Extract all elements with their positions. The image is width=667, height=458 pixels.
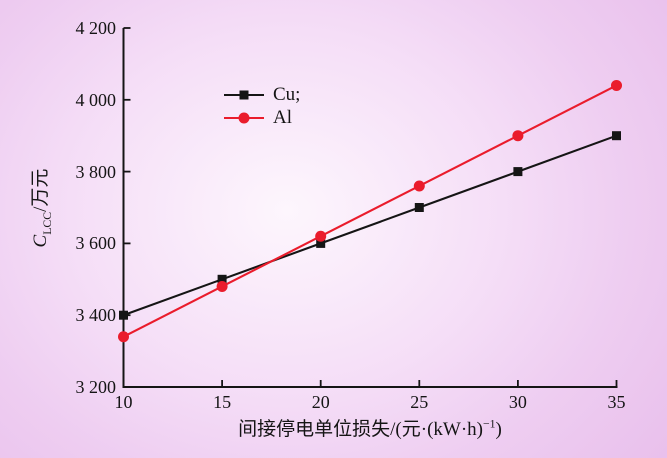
al-line-circle-marker-icon: [224, 112, 264, 123]
cu-data-point: [414, 203, 424, 212]
legend: Cu; Al: [224, 83, 300, 129]
cu-line-square-marker-icon: [224, 90, 264, 99]
x-axis-title-text: 间接停电单位损失/(元·(kW·h): [238, 419, 483, 440]
y-tick-label: 4 000: [75, 89, 117, 110]
x-tick-label: 15: [213, 392, 232, 412]
al-series-line: [123, 84, 617, 338]
x-tick-label: 30: [508, 392, 527, 412]
y-axis-variable: C: [30, 234, 51, 248]
cu-series-line: [123, 134, 617, 317]
legend-label-al: Al: [273, 107, 292, 128]
al-data-point: [118, 331, 129, 343]
cu-data-point: [217, 274, 227, 284]
al-data-point: [216, 280, 228, 292]
x-tick-label: 25: [410, 392, 429, 412]
x-tick-label: 20: [311, 392, 330, 412]
y-axis-unit: /万元: [30, 168, 51, 212]
y-tick-label: 3 200: [75, 377, 117, 397]
legend-item-al: Al: [224, 106, 300, 129]
cu-data-point: [119, 310, 128, 320]
al-data-point: [611, 79, 622, 91]
y-axis-subscript: LCC: [40, 211, 54, 235]
al-data-point: [315, 230, 327, 242]
legend-item-cu: Cu;: [224, 83, 300, 106]
al-data-point: [512, 130, 524, 142]
x-axis-title-superscript: −1: [483, 417, 496, 431]
y-tick-label: 4 200: [75, 18, 117, 38]
y-tick-label: 3 600: [75, 233, 117, 254]
x-axis-title-close-paren: ): [495, 419, 502, 440]
y-axis-title: CLCC/万元: [25, 108, 54, 308]
y-tick-label: 3 800: [75, 161, 117, 182]
y-tick-label: 3 400: [75, 305, 117, 326]
legend-label-cu: Cu;: [273, 84, 301, 105]
x-tick-label: 10: [114, 392, 133, 412]
x-tick-label: 35: [607, 392, 626, 412]
al-data-point: [413, 180, 425, 192]
cu-data-point: [612, 131, 621, 141]
cu-data-point: [316, 238, 326, 248]
x-axis-title: 间接停电单位损失/(元·(kW·h)−1): [123, 414, 617, 441]
cu-data-point: [513, 167, 523, 177]
